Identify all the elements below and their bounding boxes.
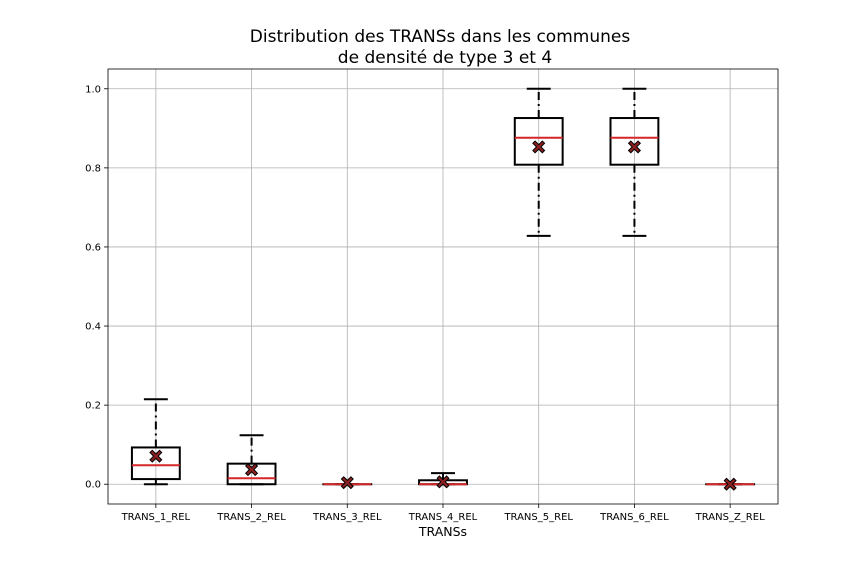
box-trans-1-rel: [130, 398, 181, 486]
x-tick-label: TRANS_1_REL: [121, 512, 191, 523]
mean-marker: [150, 450, 162, 462]
boxes: [130, 87, 756, 491]
box-trans-6-rel: [609, 87, 660, 237]
mean-marker: [246, 464, 257, 475]
iqr-box: [513, 117, 564, 166]
iqr-box: [130, 446, 181, 481]
grid: [108, 69, 778, 504]
y-tick-label: 0.0: [85, 480, 101, 491]
y-tick-label: 1.0: [85, 84, 101, 95]
x-tick-label: TRANS_6_REL: [599, 512, 669, 523]
x-tick-label: TRANS_2_REL: [216, 512, 286, 523]
x-tick-label: TRANS_5_REL: [503, 512, 573, 523]
chart-title-line-1: Distribution des TRANSs dans les commune…: [250, 27, 631, 47]
x-tick-label: TRANS_Z_REL: [695, 512, 765, 523]
box-trans-3-rel: [322, 476, 373, 490]
mean-marker: [724, 479, 736, 490]
y-tick-label: 0.4: [85, 322, 101, 333]
y-tick-label: 0.2: [85, 401, 101, 412]
box-trans-4-rel: [418, 472, 468, 489]
box-trans-5-rel: [513, 87, 564, 237]
mean-marker: [437, 476, 449, 488]
mean-marker: [629, 141, 640, 153]
box-trans-z-rel: [705, 477, 756, 491]
mean-marker: [533, 141, 544, 153]
mean-marker: [342, 477, 353, 488]
x-tick-label: TRANS_4_REL: [408, 512, 478, 523]
iqr-box: [609, 117, 660, 166]
x-axis-label: TRANSs: [418, 524, 467, 539]
x-tick-label: TRANS_3_REL: [312, 512, 382, 523]
chart-title-line-2: de densité de type 3 et 4: [338, 48, 552, 68]
y-tick-label: 0.6: [85, 242, 101, 253]
box-trans-2-rel: [226, 434, 277, 486]
iqr-box: [226, 462, 277, 486]
y-tick-label: 0.8: [85, 163, 101, 174]
axis-ticks: 0.0 0.2 0.4 0.6 0.8 1.0 TRANS_1_REL TRANS_2_REL…: [85, 84, 765, 523]
